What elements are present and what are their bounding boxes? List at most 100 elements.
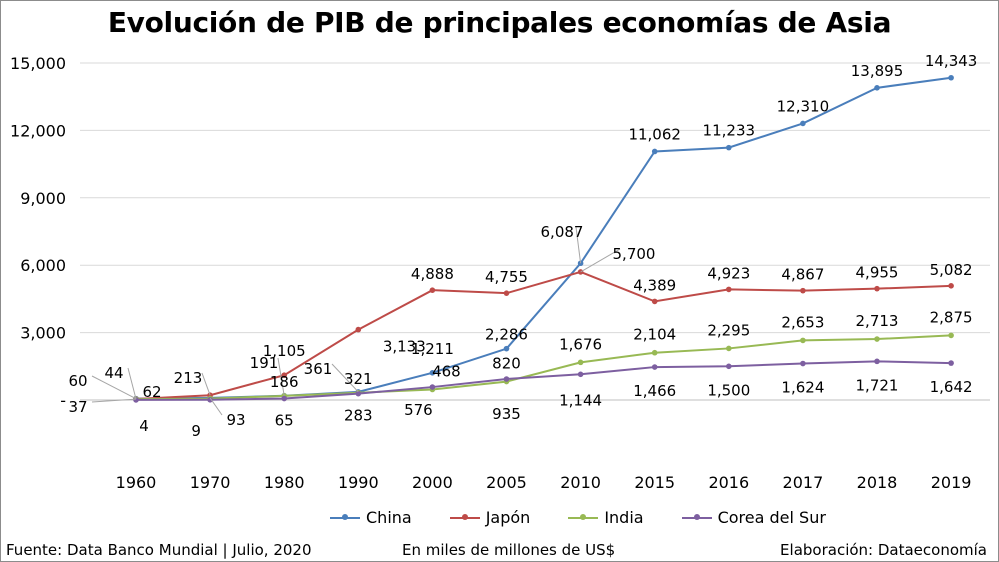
series-2-point-6 bbox=[577, 359, 584, 366]
leader-line-2-0 bbox=[91, 398, 137, 403]
data-label-1-11: 5,082 bbox=[930, 261, 973, 279]
data-label-2-0: 37 bbox=[68, 398, 87, 416]
series-3-point-5 bbox=[503, 376, 510, 382]
data-label-1-4: 4,888 bbox=[411, 265, 454, 283]
data-label-0-3: 361 bbox=[304, 360, 333, 378]
series-0-point-9 bbox=[800, 120, 806, 127]
legend-label-corea: Corea del Sur bbox=[717, 508, 826, 527]
series-3-point-4 bbox=[429, 384, 436, 390]
x-tick-label-1960: 1960 bbox=[116, 473, 157, 492]
data-label-3-7: 1,466 bbox=[633, 382, 676, 400]
series-3-point-8 bbox=[726, 363, 732, 370]
series-1-point-3 bbox=[355, 326, 362, 333]
legend-label-india: India bbox=[604, 508, 644, 527]
x-tick-label-2017: 2017 bbox=[783, 473, 824, 492]
series-0-point-4 bbox=[429, 369, 436, 376]
leader-line-0-6 bbox=[575, 226, 582, 264]
series-0-point-6 bbox=[577, 260, 584, 267]
data-label-1-3: 3,133 bbox=[383, 338, 426, 356]
x-tick-label-2015: 2015 bbox=[634, 473, 675, 492]
series-0-point-8 bbox=[726, 144, 732, 151]
data-label-0-8: 11,233 bbox=[703, 122, 756, 140]
legend-label-china: China bbox=[366, 508, 412, 527]
series-3-point-3 bbox=[355, 390, 362, 397]
data-label-0-10: 13,895 bbox=[851, 62, 904, 80]
x-tick-label-1970: 1970 bbox=[190, 473, 231, 492]
legend-label-japon: Japón bbox=[485, 508, 531, 527]
data-label-0-0: 60 bbox=[68, 372, 87, 390]
series-0-point-7 bbox=[651, 148, 658, 155]
series-2-point-11 bbox=[948, 332, 954, 339]
series-2-point-9 bbox=[800, 337, 806, 344]
x-tick-label-2016: 2016 bbox=[708, 473, 749, 492]
data-label-1-7: 4,389 bbox=[633, 276, 676, 294]
legend-item-corea: Corea del Sur bbox=[681, 508, 826, 527]
data-label-0-5: 2,286 bbox=[485, 326, 528, 344]
data-label-2-5: 820 bbox=[492, 355, 521, 373]
data-label-1-5: 4,755 bbox=[485, 268, 528, 286]
data-label-2-6: 1,676 bbox=[559, 335, 602, 353]
legend-swatch-corea bbox=[681, 513, 712, 520]
leader-line-0-0 bbox=[91, 375, 137, 400]
footer-units: En miles de millones de US$ bbox=[402, 541, 616, 559]
data-label-2-2: 186 bbox=[270, 373, 299, 391]
data-label-2-4: 468 bbox=[432, 362, 461, 380]
series-3-point-10 bbox=[874, 358, 880, 365]
series-2-point-10 bbox=[874, 336, 880, 342]
series-1-point-11 bbox=[948, 283, 954, 289]
data-label-0-4: 1,211 bbox=[411, 340, 454, 358]
data-label-3-11: 1,642 bbox=[930, 378, 973, 396]
data-label-3-3: 283 bbox=[344, 407, 373, 425]
data-label-1-8: 4,923 bbox=[707, 264, 750, 282]
series-1-point-7 bbox=[651, 298, 658, 305]
series-3-point-0 bbox=[133, 397, 139, 403]
data-label-1-10: 4,955 bbox=[856, 264, 899, 282]
footer-credit: Elaboración: Dataeconomía bbox=[780, 541, 987, 559]
legend-item-china: China bbox=[330, 508, 412, 527]
data-label-2-11: 2,875 bbox=[930, 308, 973, 326]
data-label-3-8: 1,500 bbox=[707, 381, 750, 399]
legend-swatch-china bbox=[330, 513, 360, 520]
data-label-3-10: 1,721 bbox=[856, 376, 899, 394]
series-3-point-2 bbox=[281, 395, 288, 402]
series-1-point-10 bbox=[874, 285, 880, 292]
data-label-2-7: 2,104 bbox=[633, 326, 676, 344]
y-tick-label: 12,000 bbox=[10, 121, 66, 140]
y-tick-label: 3,000 bbox=[20, 324, 66, 343]
x-tick-label-2000: 2000 bbox=[412, 473, 453, 492]
x-tick-label-2005: 2005 bbox=[486, 473, 527, 492]
data-label-0-7: 11,062 bbox=[628, 125, 681, 143]
series-line-1 bbox=[135, 270, 952, 401]
data-label-0-6: 6,087 bbox=[541, 223, 584, 241]
series-3-point-9 bbox=[800, 360, 806, 367]
data-label-1-2: 1,105 bbox=[263, 342, 306, 360]
series-1-point-8 bbox=[726, 286, 732, 293]
data-label-1-0: 44 bbox=[104, 364, 123, 382]
data-label-2-1: 62 bbox=[142, 383, 161, 401]
leader-line-0-1 bbox=[209, 397, 223, 416]
legend-item-india: India bbox=[568, 508, 644, 527]
series-3-point-1 bbox=[207, 396, 213, 403]
data-label-3-0: 4 bbox=[139, 417, 149, 435]
data-label-1-1: 213 bbox=[174, 369, 203, 387]
data-label-3-1: 9 bbox=[191, 422, 201, 440]
x-tick-label-2010: 2010 bbox=[560, 473, 601, 492]
x-tick-label-1990: 1990 bbox=[338, 473, 379, 492]
chart-title: Evolución de PIB de principales economía… bbox=[107, 6, 892, 39]
data-label-2-8: 2,295 bbox=[707, 321, 750, 339]
data-label-3-9: 1,624 bbox=[781, 379, 824, 397]
chart-legend: China Japón India Corea del Sur bbox=[330, 508, 826, 527]
leader-line-0-2 bbox=[277, 357, 285, 396]
series-1-point-4 bbox=[429, 287, 436, 293]
series-1-point-5 bbox=[503, 290, 510, 296]
leader-line-1-6 bbox=[580, 248, 621, 273]
data-label-0-11: 14,343 bbox=[925, 52, 978, 70]
series-2-point-8 bbox=[726, 345, 732, 352]
x-tick-label-2018: 2018 bbox=[857, 473, 898, 492]
series-line-3 bbox=[135, 360, 952, 401]
data-label-1-9: 4,867 bbox=[781, 266, 824, 284]
data-label-2-9: 2,653 bbox=[781, 313, 824, 331]
series-2-point-7 bbox=[651, 349, 658, 356]
